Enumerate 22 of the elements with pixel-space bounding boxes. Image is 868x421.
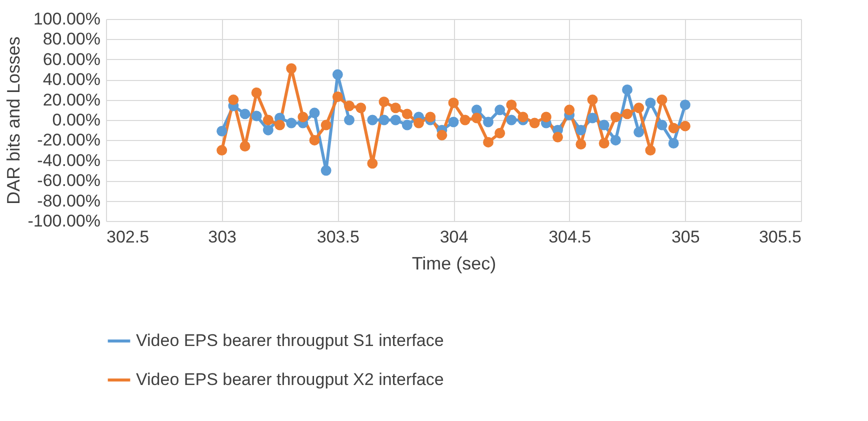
y-tick-label: -40.00%	[37, 150, 100, 170]
x-tick-label: 304.5	[548, 228, 592, 246]
y-tick-label: -60.00%	[37, 171, 100, 190]
x-tick-label: 302.5	[106, 228, 150, 246]
legend-label: Video EPS bearer througput X2 interface	[136, 370, 444, 389]
x-tick-label: 305.5	[758, 228, 802, 246]
y-tick-label: -80.00%	[37, 191, 100, 210]
y-tick-label: 0.00%	[52, 110, 100, 130]
x-tick-label: 303	[208, 228, 237, 246]
x-tick-label: 303.5	[316, 228, 360, 246]
y-tick-label: -100.00%	[28, 212, 100, 230]
x-axis-title: Time (sec)	[412, 254, 496, 274]
legend-label: Video EPS bearer througput S1 interface	[136, 331, 444, 350]
y-tick-label: 40.00%	[42, 70, 100, 90]
y-tick-label: 80.00%	[42, 30, 100, 49]
x-tick-label: 304	[440, 228, 468, 246]
y-tick-label: -20.00%	[37, 130, 100, 150]
x-tick-label: 305	[671, 228, 700, 246]
y-tick-label: 60.00%	[42, 50, 100, 69]
y-axis-title: DAR bits and Losses	[4, 36, 24, 205]
y-tick-label: 100.00%	[33, 10, 100, 28]
y-tick-label: 20.00%	[42, 90, 100, 110]
